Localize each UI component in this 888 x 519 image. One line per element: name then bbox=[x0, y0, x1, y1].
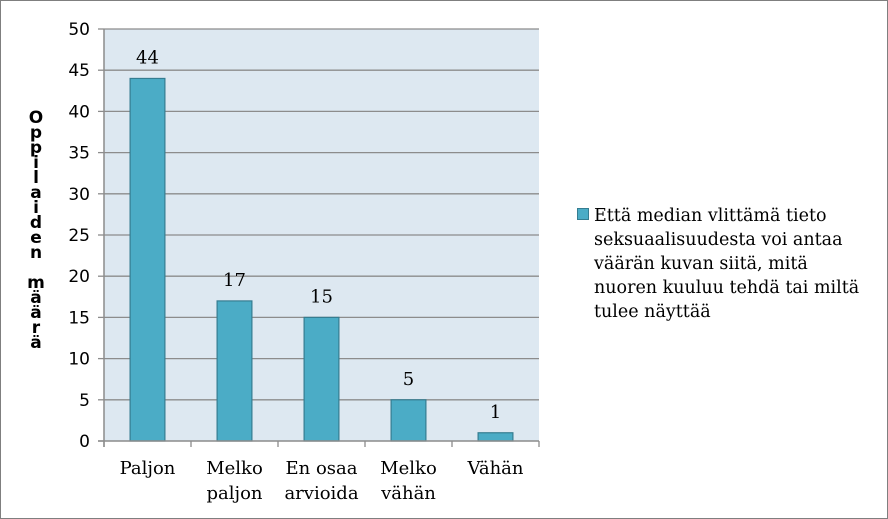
data-label: 5 bbox=[403, 369, 414, 390]
bars bbox=[129, 77, 514, 442]
y-axis-title-char: i bbox=[33, 153, 39, 173]
y-tick-label: 20 bbox=[68, 267, 90, 287]
x-category-label: Melko bbox=[206, 458, 263, 479]
data-label: 1 bbox=[490, 402, 501, 423]
y-tick-labels: 0 5 10 15 20 25 30 35 40 45 50 bbox=[68, 20, 90, 452]
x-category-labels: Paljon Melko paljon En osaa arvioida Melko väh… bbox=[120, 458, 524, 504]
x-category-label: En osaa bbox=[286, 458, 358, 479]
y-axis-title-char: d bbox=[30, 213, 42, 233]
y-axis-title-char: ä bbox=[30, 288, 41, 308]
y-axis-title-char: p bbox=[30, 123, 42, 143]
y-tick-label: 45 bbox=[68, 61, 90, 81]
y-tick-label: 35 bbox=[68, 144, 90, 164]
bar bbox=[216, 300, 253, 442]
y-tick-label: 30 bbox=[68, 185, 90, 205]
y-axis-title-char: ä bbox=[30, 303, 41, 323]
y-tick-label: 0 bbox=[79, 432, 90, 452]
y-axis-title-char: O bbox=[29, 108, 43, 128]
x-category-label: paljon bbox=[206, 483, 262, 504]
y-tick-label: 5 bbox=[79, 391, 90, 411]
axes bbox=[98, 28, 540, 447]
y-tick-label: 10 bbox=[68, 350, 90, 370]
y-axis-title-char: l bbox=[33, 168, 39, 188]
bar bbox=[303, 316, 340, 442]
bar bbox=[390, 399, 427, 442]
y-axis-title-char: m bbox=[27, 273, 45, 293]
data-label: 44 bbox=[136, 47, 159, 68]
y-axis-title-char: e bbox=[30, 228, 42, 248]
legend: Että median vlittämä tieto seksuaalisuud… bbox=[577, 204, 867, 324]
x-category-label: Paljon bbox=[120, 458, 176, 479]
x-category-label: arvioida bbox=[284, 483, 358, 504]
bar bbox=[129, 77, 166, 442]
y-tick-label: 50 bbox=[68, 20, 90, 40]
y-axis-title-char: r bbox=[32, 318, 41, 338]
y-axis-title-char: p bbox=[30, 138, 42, 158]
y-axis-title-char: ä bbox=[30, 333, 41, 353]
y-tick-label: 25 bbox=[68, 226, 90, 246]
data-label: 15 bbox=[310, 286, 333, 307]
y-axis-title-char: i bbox=[33, 198, 39, 218]
legend-label: Että median vlittämä tieto seksuaalisuud… bbox=[594, 206, 860, 322]
data-labels: 44 17 15 5 1 bbox=[136, 47, 501, 422]
y-tick-label: 40 bbox=[68, 102, 90, 122]
x-category-label: Melko bbox=[380, 458, 437, 479]
y-axis-title-char: n bbox=[30, 243, 42, 263]
y-tick-label: 15 bbox=[68, 308, 90, 328]
x-category-label: vähän bbox=[380, 483, 436, 504]
data-label: 17 bbox=[223, 270, 246, 291]
y-axis-title-char: a bbox=[30, 183, 41, 203]
x-category-label: Vähän bbox=[467, 458, 524, 479]
legend-swatch bbox=[577, 208, 589, 220]
bar bbox=[477, 432, 514, 442]
